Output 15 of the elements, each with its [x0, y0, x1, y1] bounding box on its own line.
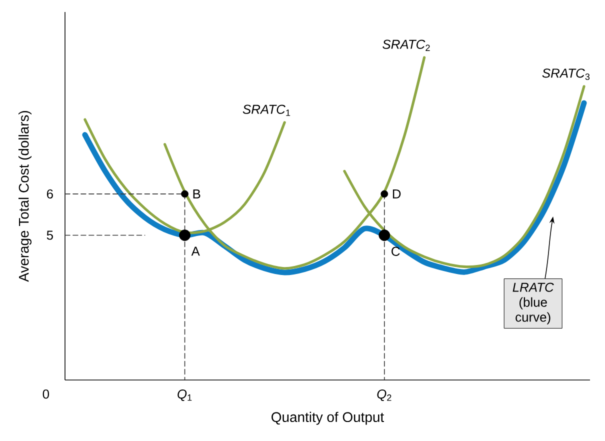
x-tick-label: Q$_{1}$ — [178, 389, 192, 401]
annotation: D — [392, 189, 401, 198]
annotation: C — [392, 246, 400, 256]
x-axis-title: Quantity of Output — [272, 412, 384, 425]
annotation: LRATC (blue curve) — [512, 282, 554, 324]
y-tick-label: 5 — [46, 230, 53, 240]
series-label: SRATC$_{2}$ — [382, 40, 430, 51]
y-tick-label: 6 — [46, 189, 53, 199]
series-label: SRATC$_{3}$ — [542, 68, 590, 80]
text: 0 — [42, 389, 50, 399]
series-label: SRATC$_{1}$ — [242, 104, 290, 116]
annotation: B — [193, 189, 200, 198]
annotation: A — [191, 246, 200, 256]
y-axis-title: Average Total Cost (dollars) — [18, 110, 32, 282]
x-tick-label: Q$_{2}$ — [377, 389, 392, 401]
